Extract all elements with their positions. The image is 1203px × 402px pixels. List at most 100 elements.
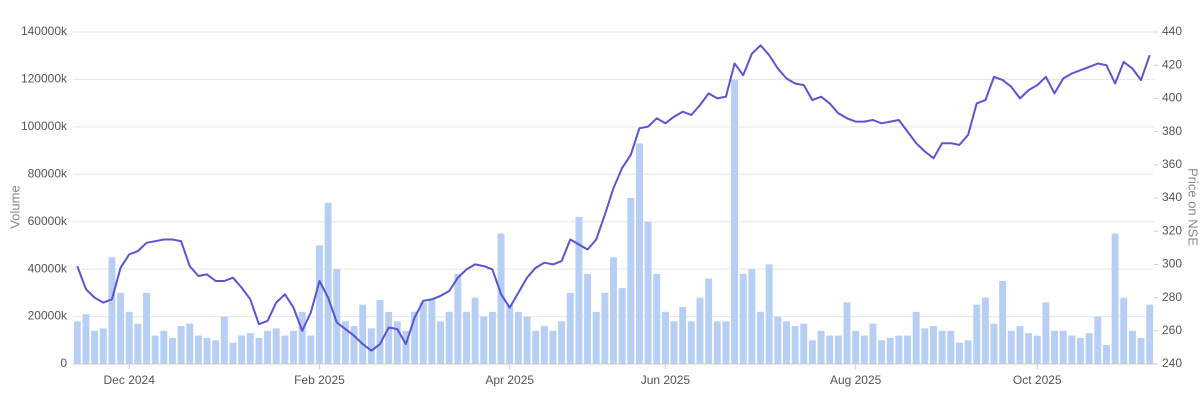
y2-axis-title: Price on NSE <box>1186 168 1201 246</box>
volume-bar <box>860 335 868 364</box>
volume-bar <box>1094 316 1102 364</box>
volume-bar <box>1051 330 1059 364</box>
y-tick-label: 40000k <box>28 261 68 275</box>
volume-bar <box>826 335 834 364</box>
volume-bar <box>333 269 341 364</box>
volume-bar <box>1146 304 1154 364</box>
volume-bar <box>411 311 419 364</box>
volume-bar <box>1025 333 1033 364</box>
volume-bar <box>229 342 237 364</box>
x-tick-label: Oct 2025 <box>1013 373 1062 387</box>
volume-bar <box>471 297 479 364</box>
volume-bar <box>947 330 955 364</box>
volume-bar <box>973 304 981 364</box>
volume-bar <box>1128 330 1136 364</box>
volume-bar <box>904 335 911 364</box>
y-tick-label: 20000k <box>28 309 68 323</box>
volume-bar <box>445 311 453 364</box>
volume-bar <box>808 340 816 364</box>
volume-bar <box>316 245 323 364</box>
volume-bar <box>791 326 799 364</box>
volume-bar <box>783 321 790 364</box>
volume-bar <box>212 340 220 364</box>
volume-bar <box>1042 302 1050 364</box>
y2-tick-label: 260 <box>1162 323 1182 337</box>
y2-tick-label: 440 <box>1162 24 1182 38</box>
volume-bar <box>1085 333 1093 364</box>
volume-bar <box>549 330 557 364</box>
volume-bar <box>757 311 764 364</box>
x-tick-label: Feb 2025 <box>294 373 345 387</box>
y-axis-title: Volume <box>7 185 22 228</box>
volume-bar <box>878 340 886 364</box>
volume-bar <box>670 321 678 364</box>
volume-bar <box>186 323 194 364</box>
y-tick-label: 140000k <box>21 24 68 38</box>
volume-bar <box>168 337 176 364</box>
volume-bar <box>385 311 393 364</box>
volume-bar <box>1059 330 1067 364</box>
y2-tick-label: 320 <box>1162 223 1182 237</box>
volume-bar <box>696 297 704 364</box>
volume-bar <box>1033 335 1041 364</box>
volume-bar <box>999 281 1007 364</box>
volume-bar <box>739 273 747 364</box>
volume-bar <box>1111 233 1119 364</box>
volume-bar <box>437 321 444 364</box>
volume-bar <box>955 342 963 364</box>
y2-tick-label: 360 <box>1162 157 1182 171</box>
volume-bar <box>627 198 635 364</box>
volume-bar <box>592 311 600 364</box>
volume-bar <box>480 316 488 364</box>
volume-bar <box>774 316 782 364</box>
volume-bar <box>713 321 721 364</box>
x-tick-label: Apr 2025 <box>485 373 534 387</box>
y2-tick-label: 240 <box>1162 356 1182 370</box>
x-tick-label: Aug 2025 <box>830 373 882 387</box>
volume-bar <box>290 330 297 364</box>
volume-bar <box>281 335 289 364</box>
volume-bar <box>705 278 713 364</box>
y2-tick-label: 400 <box>1162 91 1182 105</box>
volume-bar <box>194 335 202 364</box>
volume-bar <box>610 257 617 364</box>
y2-tick-label: 300 <box>1162 257 1182 271</box>
y2-tick-label: 340 <box>1162 190 1182 204</box>
volume-bar <box>679 307 687 364</box>
volume-bar <box>514 311 522 364</box>
volume-bar <box>134 323 142 364</box>
volume-bar <box>1068 335 1076 364</box>
volume-bar <box>687 321 695 364</box>
volume-bar <box>653 273 661 364</box>
volume-bar <box>817 330 825 364</box>
volume-bar <box>350 326 358 364</box>
volume-bar <box>324 202 332 364</box>
volume-bar <box>463 311 470 364</box>
volume-bar <box>532 330 540 364</box>
volume-bar <box>748 269 756 364</box>
volume-bar <box>117 292 125 364</box>
volume-bar <box>402 330 410 364</box>
volume-bar <box>1137 337 1145 364</box>
volume-bar <box>125 311 133 364</box>
volume-bar <box>454 273 462 364</box>
volume-bar <box>661 311 669 364</box>
volume-bar <box>601 292 609 364</box>
volume-bar <box>921 328 929 364</box>
volume-bar <box>930 326 937 364</box>
y-tick-label: 120000k <box>21 72 68 86</box>
volume-bar <box>800 323 808 364</box>
volume-bar <box>540 326 548 364</box>
volume-bar <box>272 328 280 364</box>
volume-bar <box>419 302 427 364</box>
volume-bar <box>506 304 514 364</box>
volume-bar <box>108 257 116 364</box>
volume-bar <box>359 304 367 364</box>
volume-bar <box>91 330 99 364</box>
volume-bar <box>203 337 211 364</box>
volume-bar <box>220 316 228 364</box>
volume-bar <box>834 335 842 364</box>
y-tick-label: 0 <box>60 356 67 370</box>
volume-bar <box>1102 345 1110 364</box>
